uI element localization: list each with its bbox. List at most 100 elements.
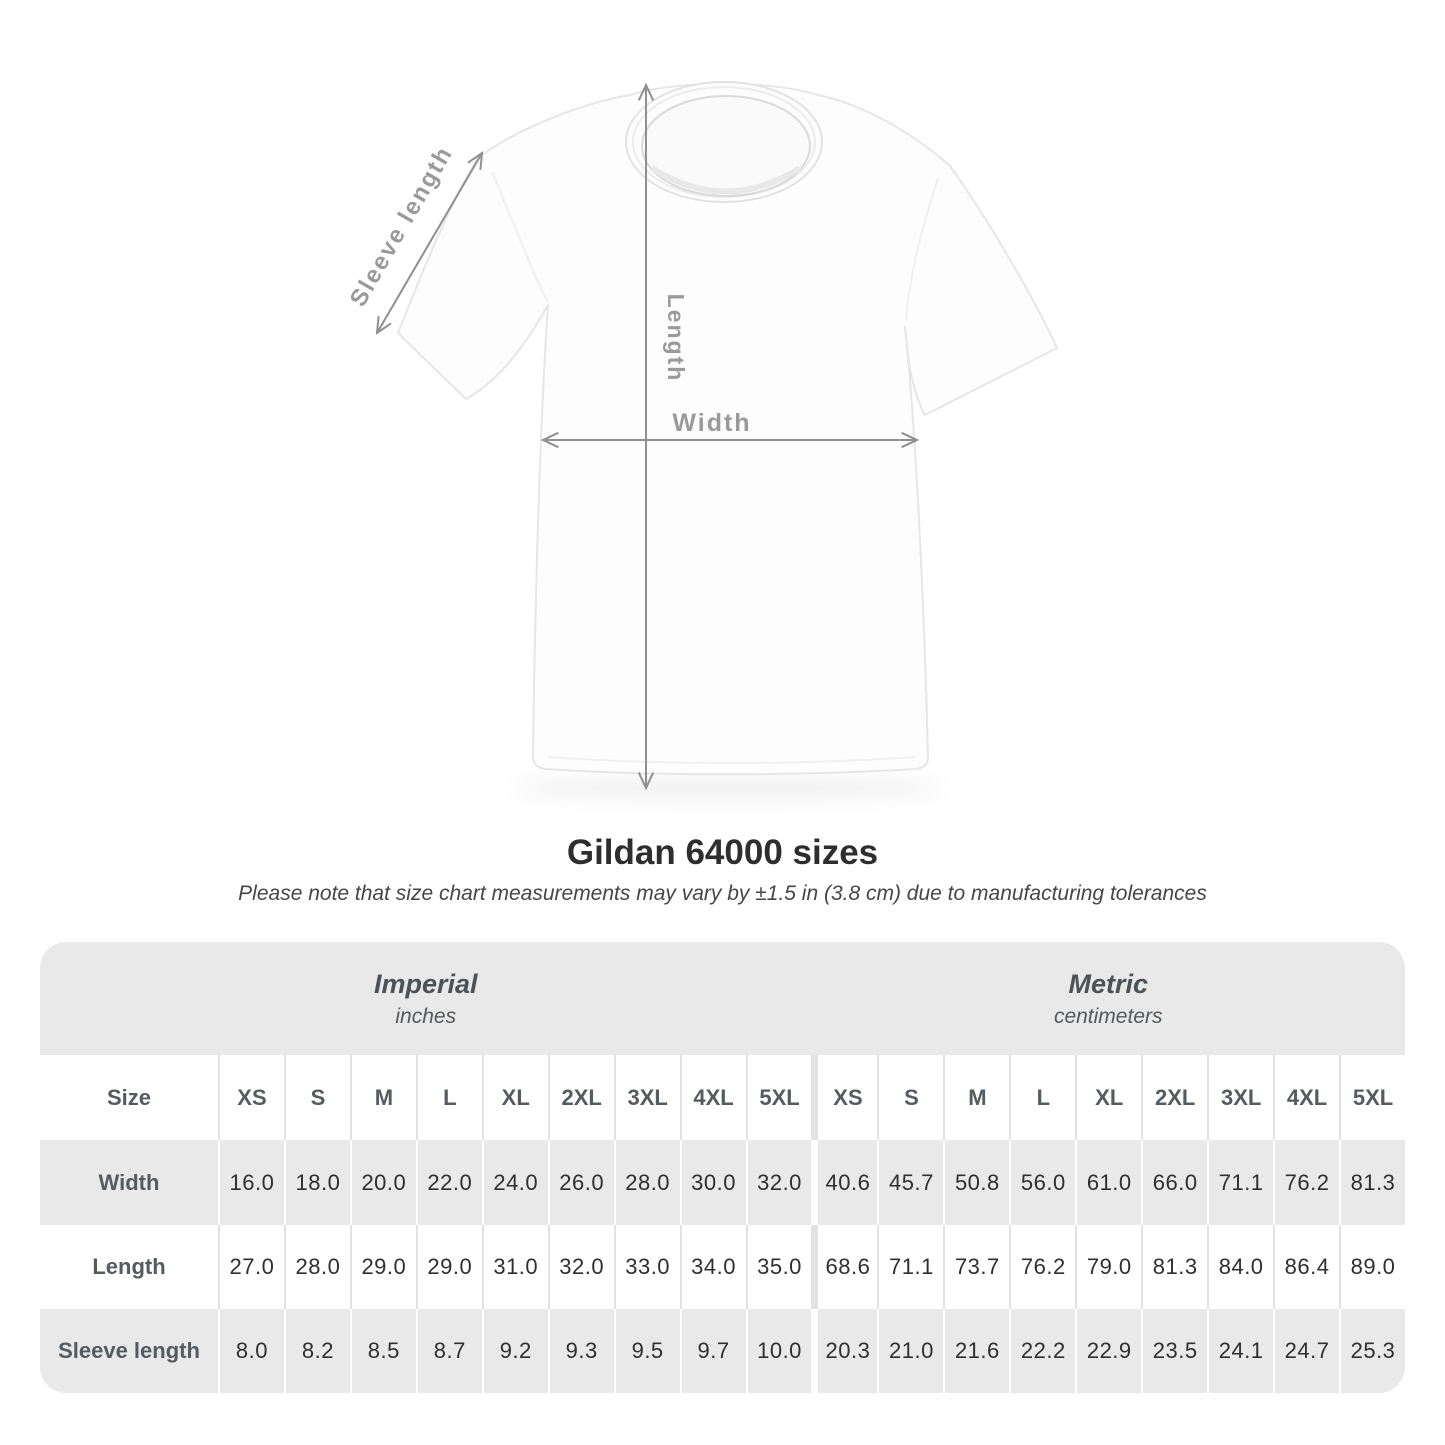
size-value-cell: 22.2	[1009, 1309, 1076, 1393]
size-header-cell: XS	[218, 1055, 284, 1140]
size-value-cell: 30.0	[679, 1140, 746, 1225]
tolerance-note: Please note that size chart measurements…	[238, 882, 1207, 905]
row-label: Length	[40, 1225, 218, 1309]
size-value-cell: 33.0	[613, 1225, 680, 1309]
size-value-cell: 21.0	[877, 1309, 944, 1393]
tshirt-silhouette	[397, 82, 1058, 776]
size-value-cell: 8.2	[283, 1309, 350, 1393]
length-label: Length	[663, 294, 689, 383]
left-armhole-seam	[491, 171, 549, 304]
size-header-cell: 2XL	[1141, 1055, 1208, 1140]
size-value-cell: 22.0	[415, 1140, 482, 1225]
width-arrow	[540, 431, 920, 449]
size-value-cell: 24.0	[481, 1140, 548, 1225]
size-value-cell: 9.5	[613, 1309, 680, 1393]
size-value-cell: 31.0	[481, 1225, 548, 1309]
collar-opening	[641, 95, 811, 197]
size-value-cell: 21.6	[943, 1309, 1010, 1393]
size-table-wrap: Imperial inches Metric centimeters Size X…	[40, 942, 1405, 1393]
size-table: Imperial inches Metric centimeters Size X…	[40, 942, 1405, 1393]
imperial-group-name: Imperial	[373, 968, 478, 999]
size-value-cell: 81.3	[1339, 1140, 1405, 1225]
shirt-shadow	[513, 775, 943, 801]
size-value-cell: 56.0	[1009, 1140, 1076, 1225]
size-header-cell: XS	[811, 1055, 878, 1140]
size-value-cell: 9.7	[679, 1309, 746, 1393]
metric-group-unit: centimeters	[1053, 1004, 1163, 1028]
size-column-header: Size	[40, 1055, 218, 1140]
size-value-cell: 16.0	[218, 1140, 284, 1225]
size-value-cell: 76.2	[1273, 1140, 1340, 1225]
width-label: Width	[672, 409, 751, 437]
size-value-cell: 23.5	[1141, 1309, 1208, 1393]
size-value-cell: 18.0	[283, 1140, 350, 1225]
tshirt-diagram-svg: Sleeve length Length Width	[345, 81, 1058, 801]
size-value-cell: 9.3	[547, 1309, 614, 1393]
size-header-cell: 5XL	[745, 1055, 812, 1140]
size-header-cell: 5XL	[1339, 1055, 1405, 1140]
size-value-cell: 8.7	[415, 1309, 482, 1393]
size-value-cell: 34.0	[679, 1225, 746, 1309]
size-value-cell: 10.0	[745, 1309, 812, 1393]
collar-inner-shadow	[650, 165, 802, 195]
size-value-cell: 66.0	[1141, 1140, 1208, 1225]
size-value-cell: 24.1	[1207, 1309, 1274, 1393]
size-value-cell: 71.1	[877, 1225, 944, 1309]
size-value-cell: 28.0	[613, 1140, 680, 1225]
metric-group-header: Metric centimeters	[811, 942, 1405, 1055]
size-value-cell: 29.0	[415, 1225, 482, 1309]
size-value-cell: 76.2	[1009, 1225, 1076, 1309]
size-value-cell: 50.8	[943, 1140, 1010, 1225]
size-value-cell: 9.2	[481, 1309, 548, 1393]
size-value-cell: 61.0	[1075, 1140, 1142, 1225]
size-value-cell: 8.5	[349, 1309, 416, 1393]
row-label: Width	[40, 1140, 218, 1225]
size-value-cell: 73.7	[943, 1225, 1010, 1309]
size-header-cell: S	[877, 1055, 944, 1140]
tshirt-measurement-diagram: Sleeve length Length Width	[345, 81, 1058, 801]
size-value-cell: 22.9	[1075, 1309, 1142, 1393]
size-value-cell: 89.0	[1339, 1225, 1405, 1309]
size-value-cell: 68.6	[811, 1225, 878, 1309]
size-value-cell: 81.3	[1141, 1225, 1208, 1309]
hem-seam	[547, 756, 916, 764]
size-value-cell: 32.0	[547, 1225, 614, 1309]
size-header-cell: M	[943, 1055, 1010, 1140]
size-header-cell: XL	[1075, 1055, 1142, 1140]
right-armhole-seam	[905, 177, 939, 321]
page-title: Gildan 64000 sizes	[566, 833, 879, 872]
size-value-cell: 84.0	[1207, 1225, 1274, 1309]
size-value-cell: 27.0	[218, 1225, 284, 1309]
size-header-cell: M	[349, 1055, 416, 1140]
metric-group-name: Metric	[1068, 968, 1148, 999]
size-value-cell: 45.7	[877, 1140, 944, 1225]
size-value-cell: 79.0	[1075, 1225, 1142, 1309]
row-label: Sleeve length	[40, 1309, 218, 1393]
size-value-cell: 86.4	[1273, 1225, 1340, 1309]
imperial-group-header: Imperial inches	[40, 942, 812, 1055]
imperial-group-unit: inches	[395, 1004, 457, 1028]
sleeve-length-arrow	[375, 150, 484, 336]
size-value-cell: 20.0	[349, 1140, 416, 1225]
size-value-cell: 24.7	[1273, 1309, 1340, 1393]
size-value-cell: 29.0	[349, 1225, 416, 1309]
size-value-cell: 20.3	[811, 1309, 878, 1393]
size-value-cell: 26.0	[547, 1140, 614, 1225]
size-header-cell: 4XL	[1273, 1055, 1340, 1140]
size-value-cell: 71.1	[1207, 1140, 1274, 1225]
size-header-cell: L	[415, 1055, 482, 1140]
length-arrow	[637, 82, 655, 791]
size-header-cell: 2XL	[547, 1055, 614, 1140]
size-header-cell: S	[283, 1055, 350, 1140]
collar-seam	[632, 86, 816, 198]
size-header-cell: 3XL	[613, 1055, 680, 1140]
size-value-cell: 28.0	[283, 1225, 350, 1309]
size-header-cell: XL	[481, 1055, 548, 1140]
size-value-cell: 25.3	[1339, 1309, 1405, 1393]
size-header-cell: L	[1009, 1055, 1076, 1140]
size-value-cell: 35.0	[745, 1225, 812, 1309]
size-header-cell: 3XL	[1207, 1055, 1274, 1140]
size-value-cell: 40.6	[811, 1140, 878, 1225]
size-value-cell: 8.0	[218, 1309, 284, 1393]
